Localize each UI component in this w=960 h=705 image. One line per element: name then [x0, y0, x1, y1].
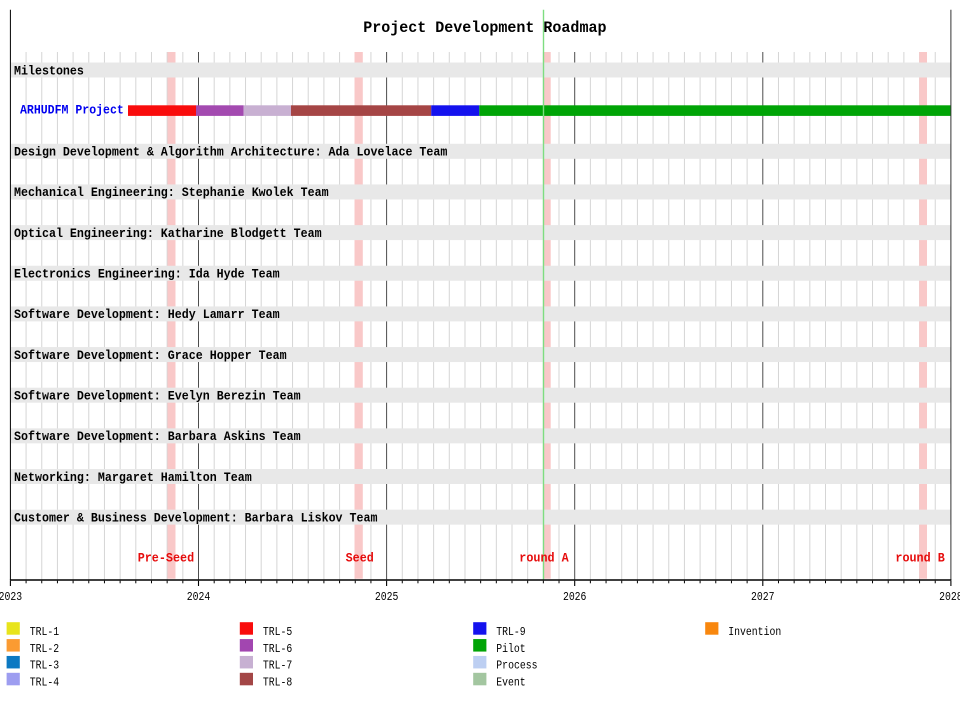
svg-text:2028: 2028 [939, 590, 960, 604]
svg-text:Design Development & Algorithm: Design Development & Algorithm Architect… [14, 145, 448, 160]
svg-text:round A: round A [519, 550, 568, 565]
svg-text:2024: 2024 [187, 590, 211, 604]
svg-text:ARHUDFM Project: ARHUDFM Project [20, 102, 124, 117]
svg-text:2023: 2023 [0, 590, 22, 604]
svg-text:Optical Engineering: Katharine: Optical Engineering: Katharine Blodgett … [14, 226, 322, 241]
svg-text:round B: round B [895, 550, 944, 565]
svg-text:Software Development: Grace Ho: Software Development: Grace Hopper Team [14, 348, 287, 363]
svg-text:Pilot: Pilot [496, 642, 525, 656]
svg-text:Software Development: Barbara: Software Development: Barbara Askins Tea… [14, 429, 301, 444]
svg-text:Customer & Business Developmen: Customer & Business Development: Barbara… [14, 510, 378, 525]
svg-text:Networking: Margaret Hamilton: Networking: Margaret Hamilton Team [14, 470, 252, 485]
svg-text:Invention: Invention [728, 625, 781, 639]
svg-text:TRL-8: TRL-8 [263, 676, 292, 690]
svg-text:Process: Process [496, 659, 537, 673]
svg-text:Electronics Engineering: Ida H: Electronics Engineering: Ida Hyde Team [14, 267, 280, 282]
svg-text:TRL-4: TRL-4 [30, 676, 59, 690]
svg-text:Pre-Seed: Pre-Seed [138, 550, 195, 565]
svg-text:Software Development: Evelyn B: Software Development: Evelyn Berezin Tea… [14, 389, 301, 404]
svg-text:2026: 2026 [563, 590, 587, 604]
svg-text:TRL-2: TRL-2 [30, 642, 59, 656]
svg-text:2025: 2025 [375, 590, 399, 604]
svg-text:TRL-7: TRL-7 [263, 659, 292, 673]
svg-text:TRL-5: TRL-5 [263, 625, 292, 639]
svg-text:Project Development Roadmap: Project Development Roadmap [363, 19, 606, 37]
svg-text:2027: 2027 [751, 590, 775, 604]
svg-text:Event: Event [496, 676, 525, 690]
svg-text:TRL-6: TRL-6 [263, 642, 292, 656]
svg-text:Milestones: Milestones [14, 63, 84, 78]
svg-text:TRL-9: TRL-9 [496, 625, 525, 639]
svg-text:Seed: Seed [346, 550, 374, 565]
svg-text:TRL-1: TRL-1 [30, 625, 59, 639]
svg-text:TRL-3: TRL-3 [30, 659, 59, 673]
svg-text:Software Development: Hedy Lam: Software Development: Hedy Lamarr Team [14, 307, 280, 322]
svg-text:Mechanical Engineering: Stepha: Mechanical Engineering: Stephanie Kwolek… [14, 185, 329, 200]
